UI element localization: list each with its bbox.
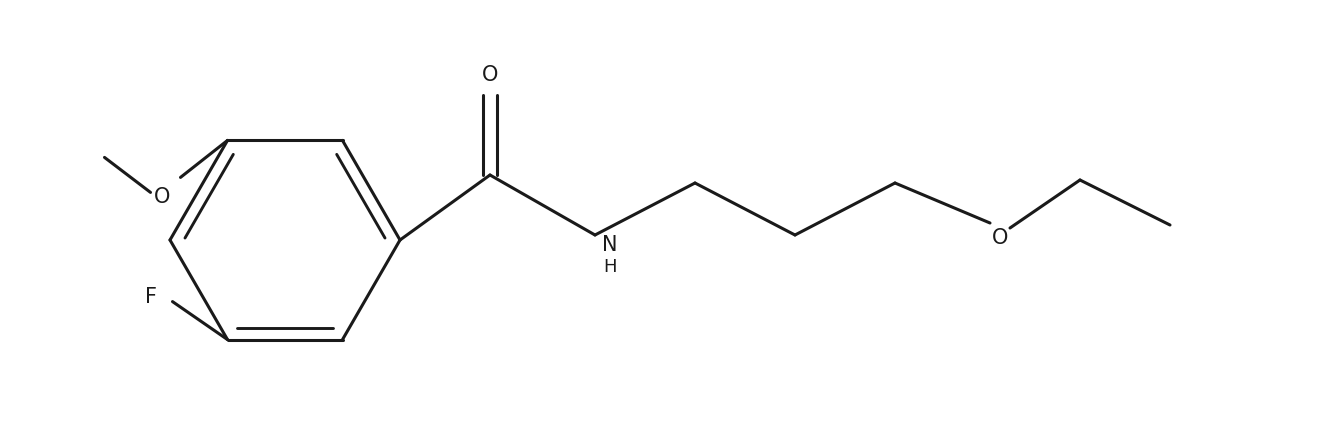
Text: F: F: [145, 287, 157, 306]
Text: O: O: [154, 187, 171, 208]
Text: O: O: [992, 228, 1008, 248]
Text: H: H: [604, 258, 617, 276]
Text: N: N: [602, 235, 618, 255]
Text: O: O: [482, 65, 498, 85]
